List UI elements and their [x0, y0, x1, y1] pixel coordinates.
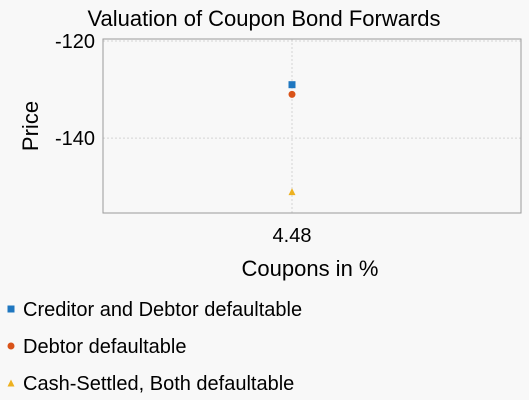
- data-point: [288, 90, 296, 98]
- legend: Creditor and Debtor defaultable Debtor de…: [7, 299, 302, 395]
- data-point: [288, 188, 296, 196]
- legend-marker: [7, 342, 15, 350]
- plot-frame: [102, 38, 522, 214]
- legend-marker: [7, 379, 15, 387]
- x-axis-label: Coupons in %: [242, 256, 379, 281]
- legend-entry: Creditor and Debtor defaultable: [7, 299, 302, 321]
- legend-label: Creditor and Debtor defaultable: [23, 299, 302, 321]
- y-axis-label: Price: [18, 101, 43, 151]
- x-axis: 4.48: [273, 225, 312, 247]
- grid: [103, 39, 521, 213]
- y-tick-label: -140: [55, 128, 95, 150]
- y-tick-label: -120: [55, 31, 95, 53]
- legend-marker: [7, 305, 15, 313]
- legend-entry: Cash-Settled, Both defaultable: [7, 373, 294, 395]
- chart-title: Valuation of Coupon Bond Forwards: [87, 6, 440, 31]
- data-point: [288, 81, 296, 89]
- data-points: [288, 81, 296, 196]
- legend-label: Cash-Settled, Both defaultable: [23, 373, 294, 395]
- legend-label: Debtor defaultable: [23, 336, 186, 358]
- x-tick-label: 4.48: [273, 225, 312, 247]
- legend-entry: Debtor defaultable: [7, 336, 186, 358]
- y-axis: -120 -140: [55, 31, 95, 150]
